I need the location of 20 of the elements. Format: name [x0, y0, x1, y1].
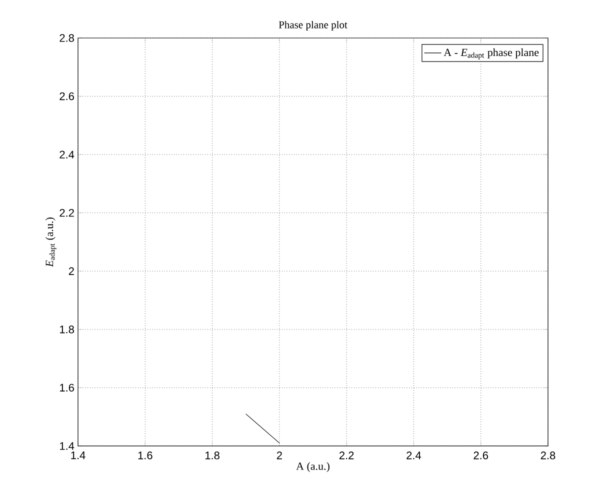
- legend-label: A - E$_{adapt}$ phase plane: [444, 48, 539, 60]
- x-tick-label: 1.8: [205, 452, 220, 460]
- x-tick-label: 2.4: [406, 452, 422, 460]
- x-tick-label: 1.4: [71, 452, 86, 460]
- x-tick-label: 2.6: [474, 452, 488, 460]
- y-tick-label: 1.6: [60, 384, 74, 392]
- x-tick-label: 2.8: [540, 452, 556, 460]
- y-tick-label: 2.8: [60, 34, 74, 42]
- y-tick-label: 1.8: [60, 326, 74, 334]
- x-tick-label: 1.6: [138, 452, 152, 460]
- chart-title: Phase plane plot: [278, 20, 348, 30]
- y-tick-label: 2.6: [60, 92, 74, 100]
- x-axis-title: A (a.u.): [296, 462, 330, 472]
- x-tick-label: 2: [276, 452, 282, 460]
- y-tick-label: 2.4: [60, 150, 74, 158]
- y-tick-label: 1.4: [60, 442, 74, 450]
- y-tick-label: 2: [68, 267, 74, 275]
- y-axis-title: E$_{adapt}$ (a.u.): [45, 218, 56, 268]
- y-tick-label: 2.2: [60, 209, 74, 217]
- x-tick-label: 2.2: [339, 452, 354, 460]
